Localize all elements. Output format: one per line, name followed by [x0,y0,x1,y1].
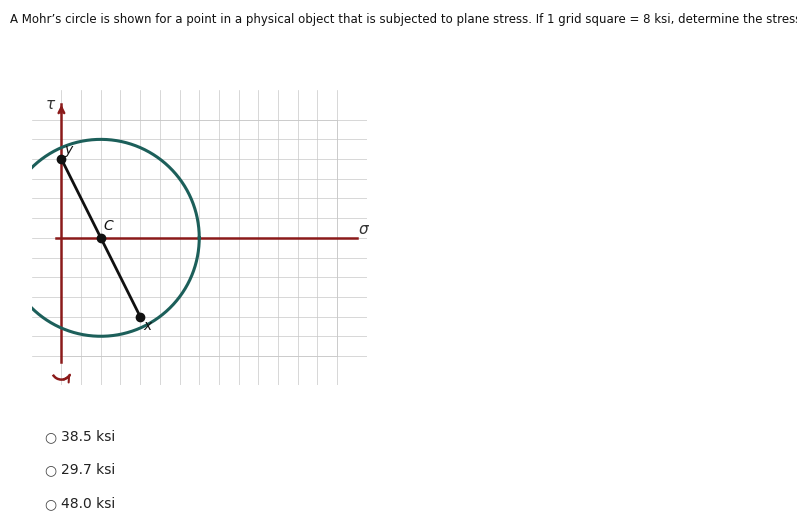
Text: ○: ○ [44,497,56,511]
Text: 38.5 ksi: 38.5 ksi [61,430,116,444]
Text: ○: ○ [44,430,56,444]
Text: A Mohr’s circle is shown for a point in a physical object that is subjected to p: A Mohr’s circle is shown for a point in … [10,13,797,26]
Text: ○: ○ [44,463,56,478]
Text: τ: τ [45,97,54,112]
Text: 48.0 ksi: 48.0 ksi [61,497,116,511]
Text: 29.7 ksi: 29.7 ksi [61,463,116,478]
Text: y: y [65,143,73,157]
Text: x: x [143,318,151,332]
Text: C: C [104,219,113,233]
Text: σ: σ [359,222,368,237]
